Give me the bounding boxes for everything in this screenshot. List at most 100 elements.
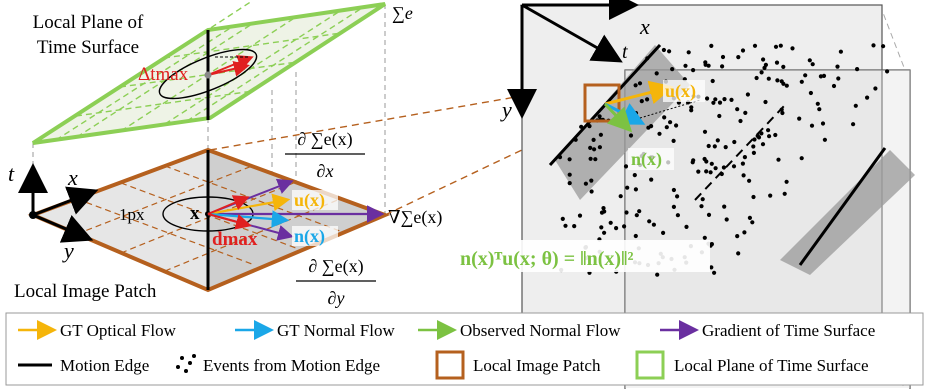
motion-edge-2 bbox=[694, 104, 786, 201]
event-dot bbox=[671, 187, 677, 193]
event-dot bbox=[704, 169, 709, 174]
event-dot bbox=[736, 55, 741, 60]
left-panel: Local Plane of Time Surface ∑e Δtmax Loc… bbox=[8, 0, 442, 308]
event-dot bbox=[732, 139, 737, 145]
event-dot bbox=[649, 124, 654, 129]
event-dot bbox=[589, 189, 594, 194]
event-dot bbox=[784, 83, 789, 88]
event-dot bbox=[637, 209, 642, 214]
dsdx-denominator: ∂x bbox=[317, 161, 334, 181]
legend-label-7: Local Plane of Time Surface bbox=[674, 356, 869, 375]
legend-label-1: GT Normal Flow bbox=[277, 321, 395, 340]
event-dot bbox=[702, 129, 708, 134]
event-dot bbox=[799, 79, 804, 84]
left-axis-x: x bbox=[67, 165, 78, 190]
event-dot bbox=[675, 194, 680, 199]
event-dot bbox=[740, 48, 746, 53]
event-dot bbox=[773, 44, 779, 49]
green-square-icon bbox=[635, 350, 665, 380]
event-dot bbox=[766, 128, 771, 133]
event-dots bbox=[557, 43, 890, 277]
event-dot bbox=[755, 133, 760, 138]
event-dot bbox=[579, 124, 584, 129]
event-dot bbox=[661, 230, 666, 235]
legend-frame bbox=[5, 312, 924, 386]
event-dot bbox=[691, 68, 696, 73]
event-dot bbox=[567, 172, 572, 177]
event-dot bbox=[754, 75, 759, 81]
event-dot bbox=[760, 142, 766, 147]
event-dot bbox=[647, 219, 652, 224]
event-dot bbox=[624, 210, 629, 215]
left-axes bbox=[18, 163, 99, 243]
event-dot bbox=[588, 156, 593, 161]
event-dot bbox=[815, 101, 820, 106]
event-dot bbox=[700, 197, 705, 202]
left-axis-t: t bbox=[8, 161, 15, 186]
event-dot bbox=[712, 144, 717, 149]
time-surface-plane bbox=[31, 0, 387, 145]
event-dot bbox=[668, 120, 673, 125]
event-dot bbox=[751, 144, 756, 149]
n-label-left: n(x) bbox=[294, 226, 325, 247]
event-dot bbox=[577, 213, 583, 218]
event-dot bbox=[807, 58, 812, 63]
event-dot bbox=[818, 74, 824, 79]
event-dot bbox=[696, 169, 701, 174]
event-dot bbox=[836, 76, 841, 81]
event-dot bbox=[871, 43, 876, 48]
event-dot bbox=[817, 107, 822, 112]
event-dot bbox=[591, 137, 596, 142]
event-dot bbox=[713, 166, 718, 171]
plane-label-line2: Time Surface bbox=[37, 37, 139, 58]
event-dot bbox=[614, 226, 619, 231]
event-dot bbox=[762, 65, 767, 70]
event-dot bbox=[589, 178, 594, 183]
event-dot bbox=[719, 171, 724, 177]
event-dot bbox=[601, 206, 606, 211]
gradient-label: ∇∑e(x) bbox=[388, 207, 442, 228]
event-dot bbox=[702, 235, 707, 240]
event-dot bbox=[671, 204, 677, 209]
event-dot bbox=[831, 83, 837, 89]
event-dot bbox=[689, 108, 694, 113]
event-dot bbox=[572, 224, 577, 229]
event-dot bbox=[671, 138, 676, 143]
local-patch-square bbox=[583, 83, 621, 123]
event-dot bbox=[721, 165, 727, 170]
event-dot bbox=[622, 224, 627, 229]
event-dot bbox=[776, 157, 781, 162]
event-dot bbox=[799, 156, 804, 161]
event-dot bbox=[597, 145, 603, 150]
event-dot bbox=[738, 118, 743, 124]
event-dot bbox=[657, 131, 662, 136]
front-frame-fill bbox=[625, 70, 910, 388]
dsdy-fraction: ∂ ∑e(x) ∂y bbox=[296, 256, 376, 308]
event-dot bbox=[645, 97, 650, 102]
event-dot bbox=[763, 99, 768, 105]
event-dot bbox=[851, 122, 856, 127]
event-dot bbox=[790, 46, 795, 51]
event-dot bbox=[567, 181, 572, 186]
event-dot bbox=[820, 121, 826, 126]
event-dot bbox=[740, 161, 746, 166]
event-dot bbox=[715, 138, 720, 143]
event-dot bbox=[778, 43, 783, 48]
event-dot bbox=[667, 49, 672, 54]
event-dot bbox=[735, 107, 740, 112]
event-dot bbox=[835, 64, 840, 69]
event-dot bbox=[661, 47, 667, 53]
event-dot bbox=[751, 150, 757, 155]
event-dot bbox=[747, 178, 752, 183]
event-dot bbox=[683, 63, 688, 68]
event-dot bbox=[855, 67, 860, 72]
event-dot bbox=[674, 123, 679, 128]
dots-icon bbox=[176, 354, 196, 373]
brown-square-icon bbox=[435, 350, 465, 380]
sigma-label: ∑e bbox=[392, 3, 413, 23]
event-dot bbox=[588, 145, 593, 150]
event-dot bbox=[759, 131, 764, 136]
event-dot bbox=[709, 43, 714, 49]
event-dot bbox=[634, 213, 639, 218]
